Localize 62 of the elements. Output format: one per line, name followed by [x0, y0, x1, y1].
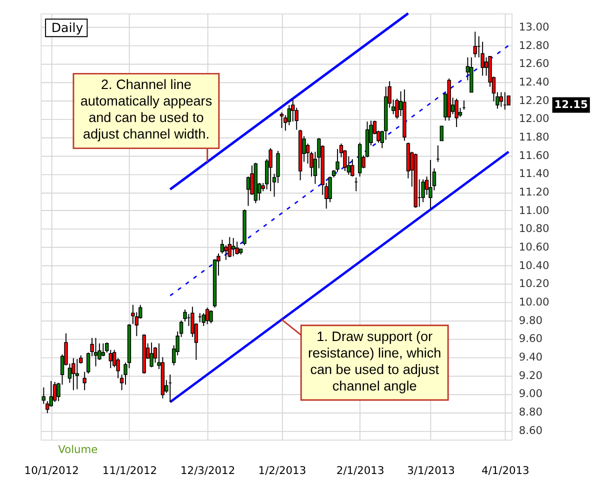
candlestick: [75, 358, 79, 390]
candlestick: [350, 158, 354, 178]
y-tick-label: 8.80: [518, 406, 543, 419]
candlestick: [268, 148, 272, 192]
y-tick-label: 9.60: [518, 332, 543, 346]
y-tick-label: 12.80: [518, 38, 550, 52]
y-tick-label: 9.40: [518, 350, 543, 364]
x-tick-label: 1/2/2013: [258, 464, 306, 478]
y-tick-label: 12.40: [518, 76, 550, 89]
x-tick-label: 10/1/2012: [24, 464, 79, 478]
annotation: 2. Channel line automatically appears and can be used to adjust channel width.: [80, 77, 212, 142]
y-tick-label: 13.00: [518, 20, 550, 34]
candlestick: [280, 112, 284, 128]
y-tick-label: 10.20: [518, 277, 550, 290]
candlestick: [421, 178, 425, 203]
candlestick: [52, 381, 57, 403]
y-tick-label: 11.80: [518, 130, 550, 144]
candlestick: [232, 237, 236, 257]
y-tick-label: 11.60: [518, 148, 550, 162]
y-tick-label: 11.40: [518, 167, 550, 180]
x-tick-label: 12/3/2012: [180, 464, 236, 478]
candlestick: [224, 244, 228, 260]
y-tick-label: 10.40: [518, 258, 550, 272]
x-tick-label: 11/1/2012: [102, 464, 157, 478]
y-tick-label: 12.60: [518, 57, 550, 70]
y-tick-label: 12.00: [518, 112, 550, 126]
candlestick: [94, 337, 98, 367]
y-tick-label: 9.20: [518, 368, 543, 382]
candlestick: [336, 148, 340, 172]
y-tick-label: 10.00: [518, 296, 550, 309]
y-tick-label: 12.20: [518, 94, 550, 107]
y-tick-label: 11.00: [518, 204, 550, 217]
candlestick: [499, 92, 504, 108]
text: Volume: [58, 443, 98, 456]
candlestick: [72, 358, 76, 391]
line-series: [168, 150, 510, 404]
text: 12.15: [554, 98, 588, 111]
y-tick-label: 9.80: [518, 314, 543, 327]
y-tick-label: 11.20: [518, 186, 550, 199]
candlestick: [228, 236, 232, 258]
candlestick: [101, 342, 106, 357]
text: Daily: [51, 20, 84, 35]
candlestick: [209, 310, 213, 324]
annotation: 1. Draw support (or resistance) line, which can be used to adjust channel angle: [308, 328, 442, 394]
candlestick: [183, 309, 187, 322]
y-tick-label: 10.80: [518, 222, 550, 236]
candlestick: [150, 342, 154, 368]
candlestick: [506, 95, 510, 106]
candlestick: [82, 371, 86, 391]
x-tick-label: 4/1/2013: [481, 464, 530, 478]
candlestick: [473, 31, 477, 58]
y-tick-label: 9.00: [518, 387, 543, 400]
candlestick: [246, 176, 250, 206]
x-tick-label: 2/1/2013: [336, 464, 384, 478]
candlestick: [428, 160, 432, 210]
candlestick: [454, 98, 458, 128]
candlestick: [205, 307, 210, 325]
candlestick: [235, 241, 239, 255]
y-tick-label: 10.60: [518, 240, 550, 254]
x-tick-label: 3/1/2013: [407, 464, 455, 478]
y-tick-label: 8.60: [518, 424, 543, 437]
candlestick: [440, 126, 444, 142]
